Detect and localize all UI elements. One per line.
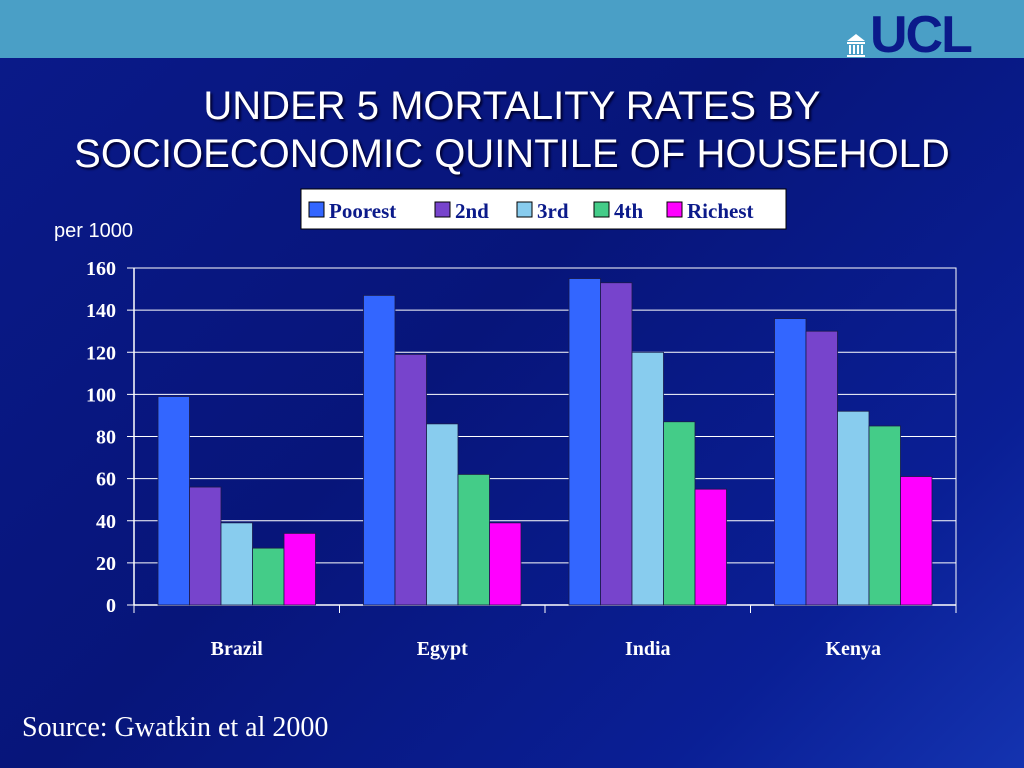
x-tick-label: Kenya — [825, 638, 881, 660]
bar-4th-egypt — [457, 474, 490, 606]
x-tick-label: India — [625, 638, 671, 660]
y-tick-label: 20 — [96, 553, 116, 575]
bar-poorest-kenya — [774, 318, 807, 606]
legend-label-3rd: 3rd — [537, 199, 569, 223]
legend-label-4th: 4th — [614, 199, 643, 223]
bar-3rd-india — [631, 351, 664, 606]
bar-richest-kenya — [900, 476, 933, 606]
title-line-1: UNDER 5 MORTALITY RATES BY — [203, 84, 821, 128]
legend-swatch-poorest — [308, 201, 325, 218]
bar-2nd-kenya — [805, 330, 838, 606]
bar-poorest-egypt — [363, 294, 396, 606]
x-tick-label: Egypt — [417, 638, 468, 660]
bar-3rd-brazil — [220, 522, 253, 606]
bar-4th-brazil — [252, 547, 285, 606]
y-tick-label: 120 — [86, 342, 116, 364]
legend-swatch-richest — [666, 201, 683, 218]
legend-swatch-3rd — [516, 201, 533, 218]
y-tick-label: 100 — [86, 384, 116, 406]
y-axis-label: per 1000 — [54, 220, 133, 242]
bar-poorest-india — [568, 278, 601, 606]
x-tick-label: Brazil — [211, 638, 264, 660]
bar-3rd-egypt — [426, 423, 459, 606]
logo-text: UCL — [870, 6, 973, 64]
bar-2nd-india — [600, 282, 633, 606]
title-line-2: SOCIOECONOMIC QUINTILE OF HOUSEHOLD — [74, 132, 950, 176]
bar-2nd-brazil — [189, 486, 222, 606]
y-tick-label: 40 — [96, 511, 116, 533]
source-note: Source: Gwatkin et al 2000 — [22, 712, 329, 743]
bar-3rd-kenya — [837, 410, 870, 606]
legend-label-richest: Richest — [687, 199, 754, 223]
bar-richest-brazil — [283, 532, 316, 606]
y-tick-label: 160 — [86, 258, 116, 280]
legend-box — [300, 188, 787, 230]
portico-icon — [847, 34, 865, 57]
y-tick-label: 80 — [96, 427, 116, 449]
bar-richest-egypt — [489, 522, 522, 606]
bar-4th-india — [663, 421, 696, 606]
legend-label-2nd: 2nd — [455, 199, 489, 223]
y-tick-label: 0 — [106, 595, 116, 617]
bar-2nd-egypt — [394, 353, 427, 606]
ucl-logo: UCL — [846, 6, 973, 64]
bar-poorest-brazil — [157, 396, 190, 606]
slide-title: UNDER 5 MORTALITY RATES BY SOCIOECONOMIC… — [0, 82, 1024, 178]
bar-richest-india — [694, 488, 727, 606]
legend-swatch-2nd — [434, 201, 451, 218]
y-tick-label: 140 — [86, 300, 116, 322]
legend-label-poorest: Poorest — [329, 199, 396, 223]
bar-4th-kenya — [868, 425, 901, 606]
y-tick-label: 60 — [96, 469, 116, 491]
legend-swatch-4th — [593, 201, 610, 218]
